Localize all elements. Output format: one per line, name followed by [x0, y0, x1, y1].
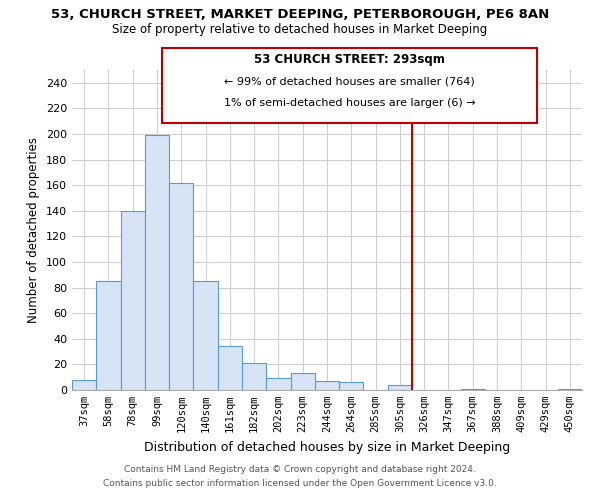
Bar [218, 346, 242, 390]
Bar [96, 281, 121, 390]
Bar [193, 281, 218, 390]
Bar [72, 380, 96, 390]
Bar [242, 363, 266, 390]
Text: 53 CHURCH STREET: 293sqm: 53 CHURCH STREET: 293sqm [254, 54, 445, 66]
Bar [315, 381, 339, 390]
Bar [145, 136, 169, 390]
Bar [339, 382, 364, 390]
Text: Size of property relative to detached houses in Market Deeping: Size of property relative to detached ho… [112, 22, 488, 36]
Bar [290, 374, 315, 390]
Bar [266, 378, 290, 390]
Bar [558, 388, 582, 390]
Text: 53, CHURCH STREET, MARKET DEEPING, PETERBOROUGH, PE6 8AN: 53, CHURCH STREET, MARKET DEEPING, PETER… [51, 8, 549, 20]
X-axis label: Distribution of detached houses by size in Market Deeping: Distribution of detached houses by size … [144, 440, 510, 454]
Y-axis label: Number of detached properties: Number of detached properties [28, 137, 40, 323]
Text: ← 99% of detached houses are smaller (764): ← 99% of detached houses are smaller (76… [224, 76, 475, 86]
Bar [121, 211, 145, 390]
Text: 1% of semi-detached houses are larger (6) →: 1% of semi-detached houses are larger (6… [224, 98, 475, 108]
Text: Contains HM Land Registry data © Crown copyright and database right 2024.
Contai: Contains HM Land Registry data © Crown c… [103, 466, 497, 487]
Bar [169, 182, 193, 390]
Bar [461, 388, 485, 390]
Bar [388, 385, 412, 390]
